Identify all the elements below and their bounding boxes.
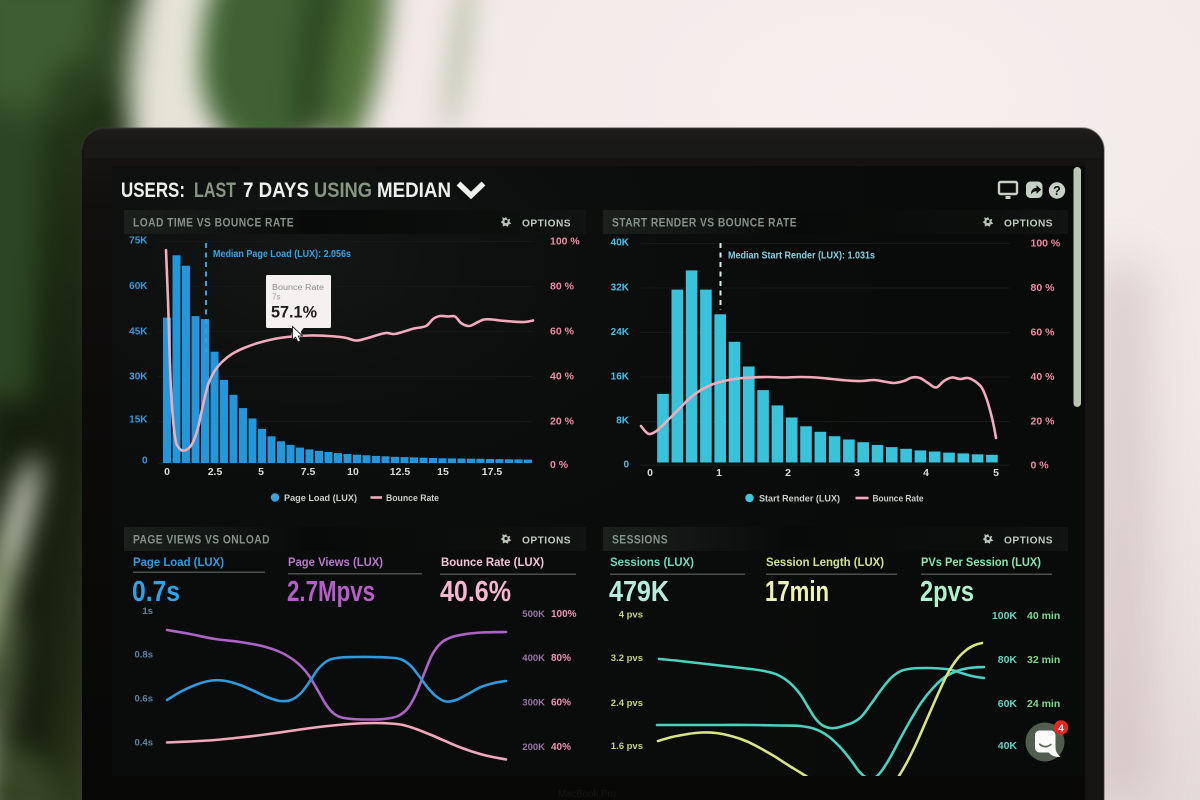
svg-text:40K: 40K [611, 238, 630, 249]
svg-text:MacBook Pro: MacBook Pro [558, 789, 616, 800]
svg-text:1.6 pvs: 1.6 pvs [611, 741, 643, 752]
svg-text:Bounce Rate: Bounce Rate [272, 283, 325, 292]
svg-text:300K: 300K [522, 698, 545, 709]
svg-text:Page Load (LUX): Page Load (LUX) [133, 555, 224, 569]
svg-text:10: 10 [347, 466, 359, 478]
svg-text:SESSIONS: SESSIONS [612, 535, 668, 547]
svg-text:Median Page Load (LUX): 2.056s: Median Page Load (LUX): 2.056s [213, 249, 351, 260]
svg-text:3.2 pvs: 3.2 pvs [611, 653, 643, 664]
svg-text:20 %: 20 % [1031, 416, 1056, 428]
svg-text:USING: USING [314, 179, 372, 202]
svg-text:100 %: 100 % [550, 236, 580, 248]
svg-text:2.4 pvs: 2.4 pvs [611, 698, 643, 709]
svg-text:PAGE VIEWS VS ONLOAD: PAGE VIEWS VS ONLOAD [133, 535, 270, 547]
svg-text:40 %: 40 % [550, 371, 575, 383]
svg-text:Bounce Rate: Bounce Rate [873, 494, 924, 505]
svg-text:80 %: 80 % [550, 281, 575, 293]
svg-text:400K: 400K [522, 653, 545, 664]
svg-text:4 pvs: 4 pvs [619, 610, 643, 621]
svg-text:0: 0 [164, 466, 170, 478]
svg-text:15K: 15K [129, 415, 148, 426]
svg-text:12.5: 12.5 [390, 466, 411, 478]
svg-text:OPTIONS: OPTIONS [1004, 535, 1053, 547]
svg-text:4: 4 [923, 467, 929, 479]
svg-text:0.6s: 0.6s [135, 694, 154, 705]
svg-text:24 min: 24 min [1027, 698, 1060, 710]
svg-text:0.4s: 0.4s [135, 738, 154, 749]
svg-text:0.7s: 0.7s [132, 576, 180, 608]
svg-text:24K: 24K [611, 327, 630, 338]
svg-text:MEDIAN: MEDIAN [377, 179, 451, 202]
svg-text:OPTIONS: OPTIONS [1004, 218, 1053, 230]
svg-text:60 %: 60 % [550, 326, 575, 338]
svg-text:OPTIONS: OPTIONS [522, 218, 571, 230]
svg-text:Session Length (LUX): Session Length (LUX) [766, 555, 884, 569]
svg-text:32K: 32K [611, 283, 630, 294]
svg-text:20 %: 20 % [550, 416, 575, 428]
svg-text:40.6%: 40.6% [440, 576, 511, 608]
svg-text:7.5: 7.5 [301, 466, 316, 478]
svg-text:0.8s: 0.8s [135, 650, 154, 661]
svg-text:80 %: 80 % [1031, 282, 1056, 294]
svg-text:2: 2 [785, 467, 791, 479]
svg-text:4: 4 [1058, 723, 1064, 734]
svg-text:7 DAYS: 7 DAYS [243, 179, 309, 202]
svg-text:60K: 60K [998, 698, 1018, 710]
svg-text:30K: 30K [129, 372, 148, 383]
svg-text:LAST: LAST [194, 179, 236, 202]
svg-text:Bounce Rate (LUX): Bounce Rate (LUX) [441, 555, 544, 569]
svg-text:17min: 17min [765, 576, 829, 608]
svg-text:Page Load (LUX): Page Load (LUX) [284, 493, 357, 504]
svg-text:479K: 479K [609, 576, 669, 608]
svg-text:1s: 1s [142, 606, 153, 617]
svg-text:45K: 45K [129, 327, 148, 338]
svg-text:15: 15 [437, 466, 449, 478]
svg-text:80K: 80K [998, 654, 1018, 666]
svg-text:?: ? [1053, 184, 1061, 198]
svg-text:0: 0 [623, 460, 629, 471]
svg-text:100K: 100K [992, 610, 1018, 622]
svg-text:1: 1 [716, 467, 722, 479]
svg-text:Page Views (LUX): Page Views (LUX) [288, 555, 383, 569]
svg-text:60K: 60K [129, 281, 148, 292]
svg-text:0 %: 0 % [550, 459, 569, 471]
svg-text:2pvs: 2pvs [920, 576, 974, 608]
svg-text:17.5: 17.5 [482, 466, 503, 478]
svg-text:USERS:: USERS: [121, 179, 185, 202]
svg-text:60%: 60% [551, 698, 571, 709]
svg-text:OPTIONS: OPTIONS [522, 535, 571, 547]
svg-text:60 %: 60 % [1031, 327, 1056, 339]
svg-text:40K: 40K [998, 740, 1018, 752]
svg-text:200K: 200K [522, 742, 545, 753]
svg-text:500K: 500K [522, 609, 545, 620]
svg-text:Start Render (LUX): Start Render (LUX) [759, 494, 840, 505]
svg-text:5: 5 [993, 467, 999, 479]
svg-text:0: 0 [647, 467, 653, 479]
svg-text:PVs Per Session (LUX): PVs Per Session (LUX) [921, 555, 1041, 569]
svg-text:75K: 75K [129, 236, 148, 247]
svg-text:Median Start Render (LUX): 1.0: Median Start Render (LUX): 1.031s [728, 251, 875, 262]
svg-text:Sessions (LUX): Sessions (LUX) [610, 555, 694, 569]
svg-text:40%: 40% [551, 742, 571, 753]
svg-text:32 min: 32 min [1027, 654, 1060, 666]
svg-text:57.1%: 57.1% [271, 303, 317, 322]
svg-text:2.5: 2.5 [208, 466, 223, 478]
svg-text:16K: 16K [611, 372, 630, 383]
svg-text:LOAD TIME VS BOUNCE RATE: LOAD TIME VS BOUNCE RATE [133, 218, 294, 230]
svg-text:8K: 8K [616, 416, 630, 427]
svg-text:2.7Mpvs: 2.7Mpvs [287, 576, 375, 608]
svg-text:100 %: 100 % [1031, 238, 1061, 250]
svg-text:3: 3 [854, 467, 860, 479]
svg-text:40 %: 40 % [1031, 371, 1056, 383]
svg-text:100%: 100% [551, 609, 577, 620]
svg-text:Bounce Rate: Bounce Rate [386, 493, 439, 504]
svg-text:5: 5 [258, 466, 264, 478]
svg-text:0 %: 0 % [1031, 460, 1050, 472]
svg-text:40 min: 40 min [1027, 610, 1060, 622]
svg-text:80%: 80% [551, 653, 571, 664]
svg-text:0: 0 [142, 456, 148, 467]
svg-text:7s: 7s [272, 293, 280, 302]
svg-text:START RENDER VS BOUNCE RATE: START RENDER VS BOUNCE RATE [612, 218, 797, 230]
